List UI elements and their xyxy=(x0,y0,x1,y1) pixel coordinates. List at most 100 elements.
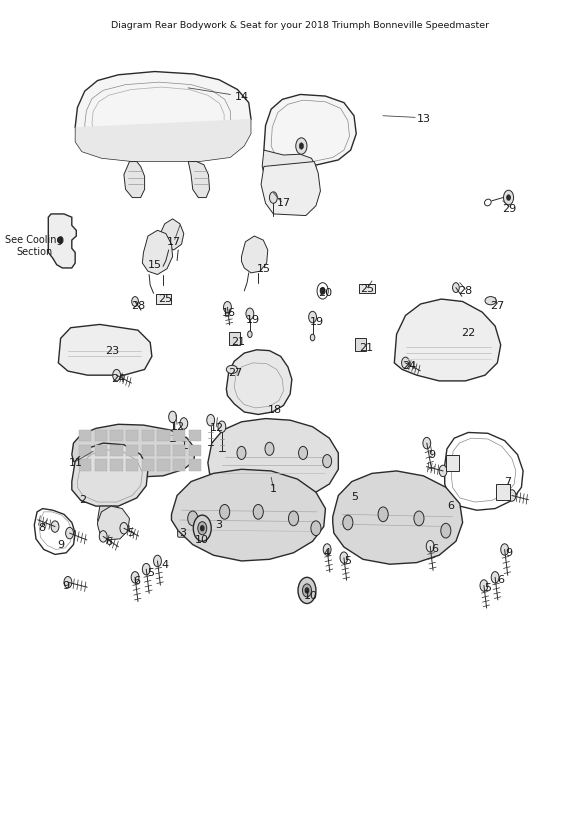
Circle shape xyxy=(180,418,188,429)
Circle shape xyxy=(311,521,321,536)
FancyBboxPatch shape xyxy=(211,511,227,529)
Bar xyxy=(446,455,459,471)
Polygon shape xyxy=(75,119,251,162)
Circle shape xyxy=(58,236,63,243)
Polygon shape xyxy=(72,443,148,506)
Circle shape xyxy=(246,308,254,320)
Circle shape xyxy=(99,531,107,542)
Polygon shape xyxy=(394,299,501,381)
Circle shape xyxy=(414,511,424,526)
Text: 6: 6 xyxy=(431,545,438,555)
Polygon shape xyxy=(72,424,195,477)
Polygon shape xyxy=(188,162,209,198)
Bar xyxy=(189,460,201,471)
Text: 12: 12 xyxy=(210,424,224,433)
Polygon shape xyxy=(264,95,356,165)
Polygon shape xyxy=(241,236,268,273)
Text: 2: 2 xyxy=(79,494,86,504)
Text: 5: 5 xyxy=(484,583,491,593)
Bar xyxy=(79,460,92,471)
Text: 10: 10 xyxy=(195,536,209,545)
Circle shape xyxy=(194,515,211,541)
Polygon shape xyxy=(142,230,173,274)
Circle shape xyxy=(207,414,215,426)
FancyBboxPatch shape xyxy=(178,519,194,537)
Circle shape xyxy=(142,564,150,575)
Bar xyxy=(157,445,170,456)
Bar xyxy=(79,445,92,456)
Text: 4: 4 xyxy=(161,560,168,570)
Circle shape xyxy=(299,143,304,149)
Polygon shape xyxy=(124,162,145,198)
Text: 27: 27 xyxy=(228,368,243,377)
Bar xyxy=(95,460,107,471)
Circle shape xyxy=(504,190,514,205)
Text: Diagram Rear Bodywork & Seat for your 2018 Triumph Bonneville Speedmaster: Diagram Rear Bodywork & Seat for your 20… xyxy=(111,21,489,30)
Text: 16: 16 xyxy=(222,308,236,318)
Circle shape xyxy=(305,588,308,593)
Polygon shape xyxy=(333,471,463,564)
Circle shape xyxy=(120,522,128,534)
Text: 5: 5 xyxy=(345,556,352,566)
Bar xyxy=(229,332,240,345)
Bar xyxy=(110,445,123,456)
Text: 6: 6 xyxy=(497,575,504,585)
Text: 7: 7 xyxy=(504,476,511,486)
Circle shape xyxy=(308,311,317,323)
Bar xyxy=(359,283,375,293)
Circle shape xyxy=(289,511,298,526)
Circle shape xyxy=(168,411,177,423)
Polygon shape xyxy=(58,325,152,375)
Text: 6: 6 xyxy=(106,537,113,547)
Bar xyxy=(79,430,92,442)
Text: 5: 5 xyxy=(147,569,154,578)
Circle shape xyxy=(491,572,499,583)
Circle shape xyxy=(322,455,332,468)
Circle shape xyxy=(223,302,231,313)
Circle shape xyxy=(340,552,348,564)
Text: 5: 5 xyxy=(352,492,359,502)
Bar xyxy=(157,430,170,442)
Polygon shape xyxy=(262,150,317,204)
Circle shape xyxy=(298,578,316,603)
Circle shape xyxy=(64,577,72,588)
Text: 13: 13 xyxy=(416,114,430,124)
Circle shape xyxy=(153,555,161,567)
Bar xyxy=(142,430,154,442)
Text: 1: 1 xyxy=(270,484,277,494)
Circle shape xyxy=(253,504,264,519)
Circle shape xyxy=(237,447,246,460)
Circle shape xyxy=(501,544,508,555)
Text: 8: 8 xyxy=(38,523,45,533)
Text: 18: 18 xyxy=(268,405,282,414)
Circle shape xyxy=(265,442,274,456)
Circle shape xyxy=(113,369,121,381)
Circle shape xyxy=(310,335,315,341)
Bar xyxy=(142,460,154,471)
Circle shape xyxy=(218,421,226,433)
Text: 17: 17 xyxy=(167,236,181,246)
Polygon shape xyxy=(171,470,325,561)
Bar xyxy=(173,430,185,442)
Text: 19: 19 xyxy=(310,317,324,327)
Bar xyxy=(496,484,510,500)
Circle shape xyxy=(198,522,207,535)
Bar xyxy=(142,445,154,456)
Text: 27: 27 xyxy=(490,301,504,311)
Text: 9: 9 xyxy=(58,541,65,550)
Text: 6: 6 xyxy=(134,577,141,587)
Text: 25: 25 xyxy=(360,284,374,294)
Text: 10: 10 xyxy=(303,591,317,602)
Text: 9: 9 xyxy=(62,581,70,591)
Polygon shape xyxy=(97,506,129,540)
Text: 28: 28 xyxy=(131,301,145,311)
Circle shape xyxy=(321,288,325,294)
Bar xyxy=(173,460,185,471)
Text: 15: 15 xyxy=(257,264,271,274)
Bar xyxy=(126,430,138,442)
Bar xyxy=(189,430,201,442)
Bar xyxy=(189,445,201,456)
Circle shape xyxy=(480,580,488,592)
Text: 14: 14 xyxy=(234,92,248,102)
Text: 12: 12 xyxy=(171,422,185,432)
